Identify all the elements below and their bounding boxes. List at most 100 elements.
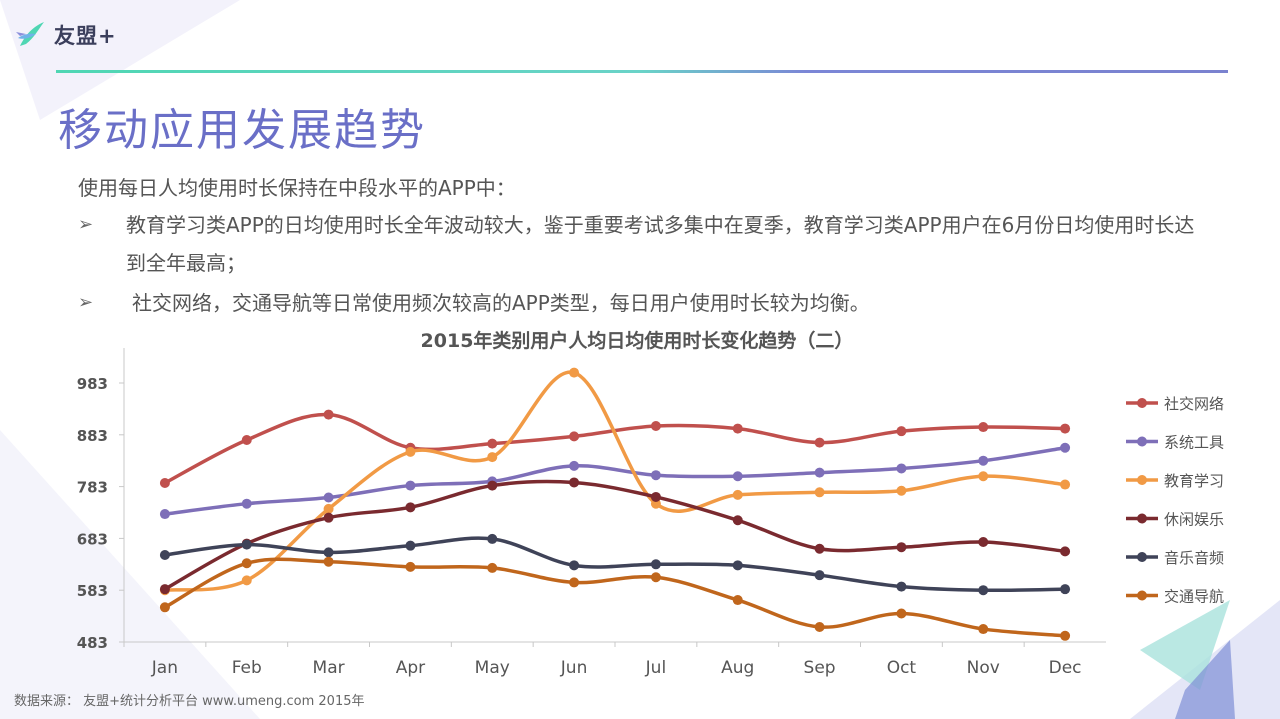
data-point [814, 570, 825, 581]
intro-text: 使用每日人均使用时长保持在中段水平的APP中： [78, 176, 516, 200]
brand-logo: 友盟+ [14, 18, 117, 52]
data-point [814, 467, 825, 478]
data-point [405, 502, 416, 513]
data-point [814, 437, 825, 448]
data-point [896, 485, 907, 496]
data-point [569, 560, 580, 571]
data-point [487, 533, 498, 544]
data-point [323, 547, 334, 558]
data-point [896, 463, 907, 474]
data-point [159, 584, 170, 595]
data-point [650, 572, 661, 583]
data-point [814, 487, 825, 498]
data-point [405, 561, 416, 572]
legend-marker [1137, 436, 1147, 447]
data-point [487, 438, 498, 449]
data-point [487, 562, 498, 573]
series-line-4 [163, 479, 1067, 591]
data-point [1060, 546, 1071, 557]
data-point [159, 549, 170, 560]
x-tick-label: Mar [313, 658, 345, 678]
data-point [732, 515, 743, 526]
data-point [732, 471, 743, 482]
data-point [159, 602, 170, 613]
data-point [650, 491, 661, 502]
data-point [650, 559, 661, 570]
legend-label: 社交网络 [1164, 395, 1224, 413]
y-tick-label: 483 [77, 634, 108, 652]
legend-label: 教育学习 [1164, 472, 1224, 490]
data-point [323, 492, 334, 503]
umeng-logo-icon [16, 22, 44, 46]
data-point [978, 471, 989, 482]
x-tick-label: Nov [967, 658, 1000, 678]
data-point [978, 585, 989, 596]
page-title: 移动应用发展趋势 [58, 105, 426, 156]
data-point [487, 480, 498, 491]
legend-label: 休闲娱乐 [1164, 511, 1224, 529]
series-line-1 [163, 412, 1067, 485]
data-point [569, 477, 580, 488]
legend-label: 音乐音频 [1164, 549, 1224, 567]
data-point [569, 367, 580, 378]
y-tick-label: 983 [77, 375, 108, 393]
data-point [896, 608, 907, 619]
data-point [1060, 479, 1071, 490]
arrow-bullet-icon: ➢ [78, 214, 94, 235]
x-tick-label: Aug [721, 658, 754, 678]
legend-marker [1137, 513, 1147, 524]
data-point [323, 512, 334, 523]
arrow-bullet-icon: ➢ [78, 292, 94, 313]
legend-marker [1137, 552, 1147, 562]
data-point [650, 470, 661, 481]
bullet-education: ➢ 教育学习类APP的日均使用时长全年波动较大，鉴于重要考试多集中在夏季，教育学… [78, 206, 1208, 282]
series-line-6 [163, 557, 1067, 638]
data-point [159, 477, 170, 488]
data-point [405, 480, 416, 491]
data-point [241, 498, 252, 509]
header-divider [56, 70, 1228, 73]
data-point [978, 455, 989, 466]
x-tick-label: Jul [645, 658, 667, 678]
data-point [241, 575, 252, 586]
data-point [896, 581, 907, 592]
data-point [896, 542, 907, 553]
data-point [1060, 442, 1071, 453]
data-point [732, 423, 743, 434]
y-tick-label: 583 [77, 582, 108, 600]
x-tick-label: May [475, 658, 510, 678]
data-point [1060, 584, 1071, 595]
logo-text: 友盟+ [54, 24, 117, 48]
data-point [978, 624, 989, 635]
data-point [1060, 423, 1071, 434]
data-point [650, 420, 661, 431]
legend-label: 系统工具 [1164, 434, 1224, 452]
data-source-note: 数据来源： 友盟+统计分析平台 www.umeng.com 2015年 [14, 694, 365, 709]
legend-marker [1137, 475, 1147, 485]
data-point [978, 537, 989, 548]
series-line-5 [163, 536, 1067, 593]
data-point [487, 452, 498, 463]
data-point [569, 460, 580, 471]
data-point [1060, 630, 1071, 641]
data-point [732, 595, 743, 606]
series-line-3 [163, 370, 1067, 592]
data-point [405, 540, 416, 551]
bullet-text: 教育学习类APP的日均使用时长全年波动较大，鉴于重要考试多集中在夏季，教育学习类… [126, 213, 1195, 275]
data-point [241, 434, 252, 445]
x-tick-label: Jan [151, 658, 178, 678]
bullet-social: ➢ 社交网络，交通导航等日常使用频次较高的APP类型，每日用户使用时长较为均衡。 [78, 284, 1208, 322]
x-tick-label: Dec [1049, 658, 1082, 678]
data-point [732, 489, 743, 500]
y-tick-label: 883 [77, 427, 108, 445]
data-point [405, 446, 416, 457]
data-point [896, 426, 907, 437]
data-point [814, 543, 825, 554]
usage-trend-chart: 2015年类别用户人均日均使用时长变化趋势（二） 983 883 783 683 583… [77, 329, 1224, 678]
chart-title: 2015年类别用户人均日均使用时长变化趋势（二） [421, 329, 854, 352]
x-tick-label: Feb [232, 658, 262, 678]
y-tick-label: 683 [77, 530, 108, 548]
x-tick-label: Jun [560, 658, 588, 678]
data-point [323, 409, 334, 420]
legend-marker [1137, 398, 1147, 408]
